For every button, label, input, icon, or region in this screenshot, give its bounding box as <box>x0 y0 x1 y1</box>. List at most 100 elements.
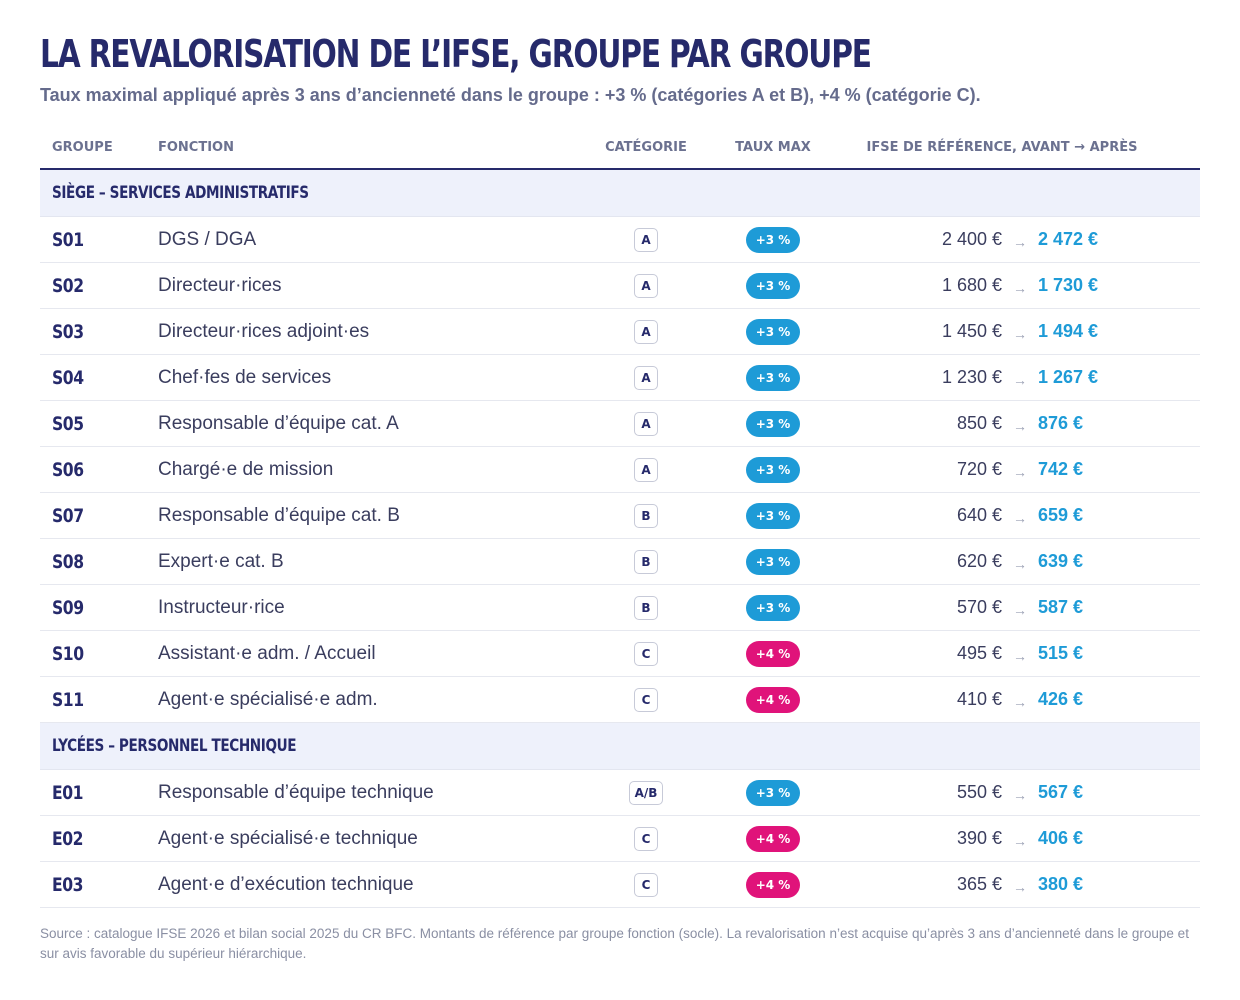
category-cell: A <box>588 411 704 436</box>
group-code-cell: S02 <box>40 275 158 297</box>
table-row: E03 Agent·e d’exécution technique C +4 % 365… <box>40 862 1200 908</box>
amount-cell: 1 450 € → 1 494 € <box>842 321 1200 342</box>
category-cell: C <box>588 687 704 712</box>
category-badge: A <box>634 319 658 344</box>
section-label: LYCÉES – PERSONNEL TECHNIQUE <box>52 736 297 756</box>
function-label: Agent·e d’exécution technique <box>158 873 414 895</box>
category-cell: A <box>588 273 704 298</box>
rate-cell: +3 % <box>704 410 842 437</box>
rate-cell: +3 % <box>704 226 842 253</box>
function-label: DGS / DGA <box>158 228 257 250</box>
table-row: S09 Instructeur·rice B +3 % 570 € → 587 € <box>40 585 1200 631</box>
category-cell: A/B <box>588 780 704 805</box>
table-row: S07 Responsable d’équipe cat. B B +3 % 640 €… <box>40 493 1200 539</box>
amount-after: 1 730 € <box>1038 275 1099 295</box>
amount-after: 567 € <box>1038 782 1084 802</box>
category-badge: A <box>634 273 658 298</box>
table-row: S08 Expert·e cat. B B +3 % 620 € → 639 € <box>40 539 1200 585</box>
group-code: E01 <box>52 781 84 804</box>
rate-cell: +3 % <box>704 272 842 299</box>
amount-cell: 2 400 € → 2 472 € <box>842 229 1200 250</box>
group-code-cell: E01 <box>40 782 158 804</box>
category-badge: C <box>634 641 658 666</box>
category-cell: C <box>588 641 704 666</box>
amount-after: 1 494 € <box>1038 321 1099 341</box>
rate-cell: +4 % <box>704 640 842 667</box>
source-note: Source : catalogue IFSE 2026 et bilan so… <box>40 926 1189 961</box>
amount-before: 620 € <box>956 551 1002 571</box>
arrow-right-icon: → <box>1013 509 1027 526</box>
rate-badge: +4 % <box>746 686 800 713</box>
function-label: Responsable d’équipe cat. B <box>158 504 400 526</box>
group-code: S09 <box>52 596 84 619</box>
category-badge: C <box>634 826 658 851</box>
rate-cell: +4 % <box>704 825 842 852</box>
rate-cell: +3 % <box>704 594 842 621</box>
arrow-right-icon: → <box>1013 693 1027 710</box>
group-code: S10 <box>52 642 84 665</box>
category-badge: A <box>634 457 658 482</box>
category-badge: C <box>634 872 658 897</box>
arrow-right-icon: → <box>1013 279 1027 296</box>
table-row: S02 Directeur·rices A +3 % 1 680 € → 1 730 € <box>40 263 1200 309</box>
header-amount: IFSE DE RÉFÉRENCE, AVANT → APRÈS <box>866 139 1138 155</box>
rate-badge: +3 % <box>746 410 800 437</box>
amount-before: 495 € <box>956 643 1002 663</box>
header-category: CATÉGORIE <box>605 139 687 155</box>
category-cell: B <box>588 595 704 620</box>
amount-before: 390 € <box>956 828 1002 848</box>
category-cell: B <box>588 549 704 574</box>
category-cell: B <box>588 503 704 528</box>
table-body: SIÈGE – SERVICES ADMINISTRATIFS S01 DGS / … <box>40 170 1200 908</box>
amount-after: 2 472 € <box>1038 229 1099 249</box>
group-code-cell: S03 <box>40 321 158 343</box>
rate-badge: +4 % <box>746 825 800 852</box>
function-label: Assistant·e adm. / Accueil <box>158 642 376 664</box>
table-row: S11 Agent·e spécialisé·e adm. C +4 % 410 € → 4… <box>40 677 1200 723</box>
amount-before: 850 € <box>956 413 1002 433</box>
rate-badge: +4 % <box>746 871 800 898</box>
function-label: Instructeur·rice <box>158 596 285 618</box>
category-badge: C <box>634 687 658 712</box>
page: LA REVALORISATION DE L’IFSE, GROUPE PAR … <box>40 32 1200 961</box>
arrow-right-icon: → <box>1013 371 1027 388</box>
rate-badge: +3 % <box>746 226 800 253</box>
category-cell: C <box>588 872 704 897</box>
table-row: E01 Responsable d’équipe technique A/B +3 %… <box>40 770 1200 816</box>
amount-cell: 365 € → 380 € <box>842 874 1200 895</box>
arrow-right-icon: → <box>1013 601 1027 618</box>
rate-cell: +3 % <box>704 502 842 529</box>
category-cell: A <box>588 319 704 344</box>
category-cell: C <box>588 826 704 851</box>
amount-before: 365 € <box>956 874 1002 894</box>
group-code: S04 <box>52 366 84 389</box>
amount-cell: 720 € → 742 € <box>842 459 1200 480</box>
rate-badge: +3 % <box>746 502 800 529</box>
rate-cell: +3 % <box>704 548 842 575</box>
rate-badge: +3 % <box>746 548 800 575</box>
amount-after: 639 € <box>1038 551 1084 571</box>
rate-cell: +3 % <box>704 318 842 345</box>
group-code-cell: S10 <box>40 643 158 665</box>
function-label: Responsable d’équipe cat. A <box>158 412 399 434</box>
page-subtitle: Taux maximal appliqué après 3 ans d’anci… <box>40 85 981 105</box>
group-code-cell: E03 <box>40 874 158 896</box>
table-row: S04 Chef·fes de services A +3 % 1 230 € → 1 26… <box>40 355 1200 401</box>
header-rate: TAUX MAX <box>735 139 811 155</box>
arrow-right-icon: → <box>1013 832 1027 849</box>
table-row: E02 Agent·e spécialisé·e technique C +4 % 39… <box>40 816 1200 862</box>
function-label: Chargé·e de mission <box>158 458 334 480</box>
amount-before: 1 230 € <box>941 367 1002 387</box>
table-row: S01 DGS / DGA A +3 % 2 400 € → 2 472 € <box>40 217 1200 263</box>
group-code-cell: S04 <box>40 367 158 389</box>
group-code-cell: S07 <box>40 505 158 527</box>
group-code-cell: S05 <box>40 413 158 435</box>
amount-cell: 495 € → 515 € <box>842 643 1200 664</box>
function-label: Chef·fes de services <box>158 366 332 388</box>
group-code: S07 <box>52 504 84 527</box>
amount-after: 426 € <box>1038 689 1084 709</box>
rate-cell: +3 % <box>704 456 842 483</box>
category-badge: A/B <box>628 780 664 805</box>
group-code: S11 <box>52 688 84 711</box>
category-badge: A <box>634 365 658 390</box>
